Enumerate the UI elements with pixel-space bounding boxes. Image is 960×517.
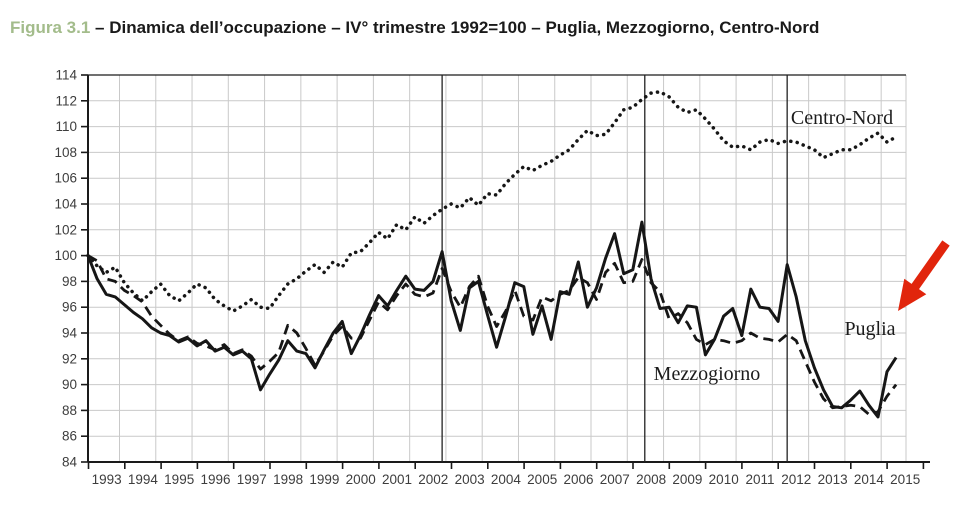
- y-tick-label: 102: [54, 222, 77, 237]
- x-axis-tick-labels: 1993 1994 1995 1996 1997 1998 1999 2000 2001 2002…: [92, 472, 921, 487]
- x-tick-label: 1998: [273, 472, 303, 487]
- y-tick-label: 94: [62, 326, 78, 341]
- series-mezzogiorno-line: [87, 254, 898, 416]
- label-centro-nord: Centro-Nord: [791, 107, 893, 129]
- series-puglia-line: [86, 220, 898, 419]
- x-tick-label: 2001: [382, 472, 412, 487]
- y-tick-label: 86: [62, 429, 77, 444]
- gridlines: [88, 75, 907, 462]
- y-tick-label: 96: [62, 300, 77, 315]
- x-tick-label: 2010: [709, 472, 739, 487]
- x-tick-label: 1999: [309, 472, 339, 487]
- y-tick-label: 108: [54, 145, 77, 160]
- x-tick-label: 1996: [200, 472, 230, 487]
- series-labels: Centro-Nord Puglia Mezzogiorno: [654, 107, 896, 385]
- x-tick-label: 2007: [600, 472, 630, 487]
- x-tick-label: 2000: [346, 472, 376, 487]
- x-tick-label: 2015: [890, 472, 920, 487]
- y-tick-label: 84: [62, 455, 78, 470]
- figure-number: Figura 3.1: [10, 18, 91, 37]
- x-tick-label: 2008: [636, 472, 666, 487]
- x-tick-label: 2004: [491, 472, 522, 487]
- label-puglia: Puglia: [844, 318, 895, 340]
- y-tick-label: 98: [62, 274, 77, 289]
- x-tick-label: 1995: [164, 472, 194, 487]
- x-tick-label: 2006: [563, 472, 593, 487]
- y-tick-label: 106: [54, 171, 77, 186]
- x-tick-label: 2012: [781, 472, 811, 487]
- y-tick-label: 88: [62, 403, 77, 418]
- y-tick-label: 112: [55, 93, 77, 108]
- x-tick-label: 1994: [128, 472, 159, 487]
- series-centro-nord-line: [86, 90, 898, 313]
- x-tick-label: 2005: [527, 472, 557, 487]
- y-tick-label: 90: [62, 377, 77, 392]
- x-tick-label: 2014: [854, 472, 885, 487]
- y-tick-label: 92: [62, 351, 77, 366]
- reference-lines: [441, 75, 788, 462]
- y-tick-label: 114: [55, 68, 77, 83]
- y-tick-label: 100: [54, 248, 77, 263]
- figure-title: Figura 3.1 – Dinamica dell’occupazione –…: [10, 18, 950, 38]
- label-mezzogiorno: Mezzogiorno: [654, 363, 761, 385]
- y-tick-label: 104: [54, 197, 77, 212]
- figure-title-text: – Dinamica dell’occupazione – IV° trimes…: [90, 18, 820, 37]
- x-tick-label: 2002: [418, 472, 448, 487]
- red-arrow-annotation: [898, 240, 950, 311]
- x-tick-label: 1993: [92, 472, 122, 487]
- y-tick-label: 110: [55, 119, 77, 134]
- x-tick-label: 2011: [745, 472, 774, 487]
- axes: [81, 74, 930, 469]
- y-axis-tick-labels: 84 86 88 90 92 94 96 98 100 102 104 106 108 110 112 114: [54, 68, 77, 470]
- x-tick-label: 2013: [818, 472, 848, 487]
- x-tick-label: 2003: [455, 472, 485, 487]
- x-tick-label: 1997: [237, 472, 267, 487]
- x-tick-label: 2009: [672, 472, 702, 487]
